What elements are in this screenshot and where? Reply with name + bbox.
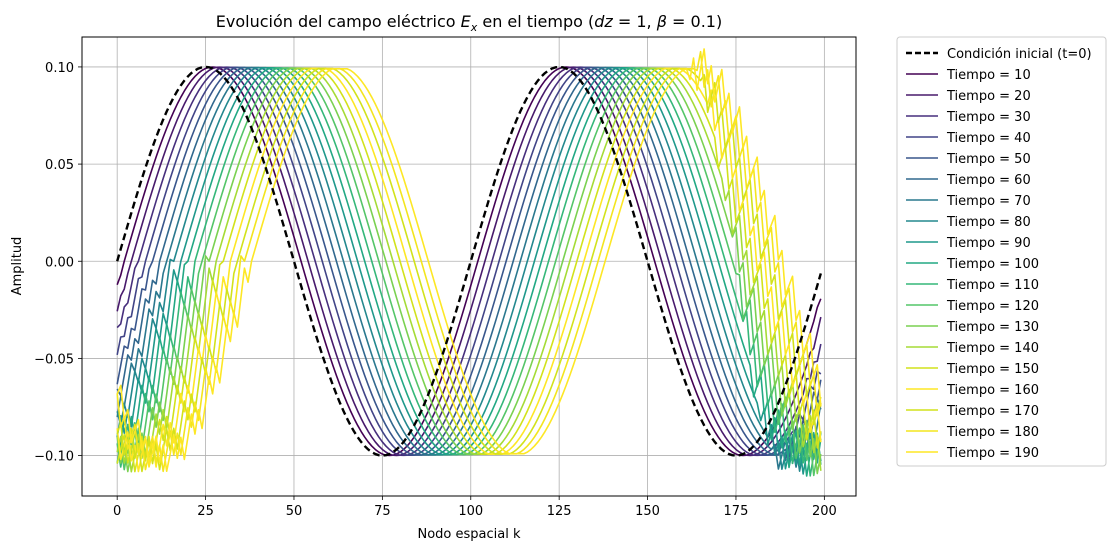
- series-line: [116, 67, 822, 475]
- x-tick-label: 25: [197, 504, 214, 519]
- legend-label: Tiempo = 190: [946, 446, 1039, 461]
- y-tick-label: 0.05: [45, 158, 74, 173]
- legend-label: Tiempo = 160: [946, 383, 1039, 398]
- legend-label: Tiempo = 40: [946, 131, 1031, 146]
- x-tick-label: 100: [458, 504, 483, 519]
- series-line: [116, 67, 822, 473]
- x-tick-label: 50: [286, 504, 303, 519]
- legend-label: Tiempo = 20: [946, 89, 1031, 104]
- series-line: [116, 66, 822, 456]
- legend-label: Tiempo = 70: [946, 194, 1031, 209]
- legend-label: Tiempo = 100: [946, 257, 1039, 272]
- x-axis-label: Nodo espacial k: [417, 527, 520, 542]
- legend-label: Tiempo = 120: [946, 299, 1039, 314]
- x-tick-label: 125: [547, 504, 572, 519]
- x-axis-ticks: 0 25 50 75 100 125 150 175 200: [113, 496, 837, 519]
- series-line: [116, 67, 822, 473]
- legend-label: Tiempo = 110: [946, 278, 1039, 293]
- y-tick-label: 0.10: [45, 61, 74, 76]
- y-tick-label: −0.10: [34, 450, 74, 465]
- legend-label: Tiempo = 90: [946, 236, 1031, 251]
- x-tick-label: 200: [812, 504, 837, 519]
- series-line: [116, 66, 822, 464]
- series-line: [116, 67, 822, 477]
- y-tick-label: −0.05: [34, 352, 74, 367]
- series-line: [116, 67, 822, 473]
- series-line: [116, 67, 822, 477]
- legend-label: Tiempo = 140: [946, 341, 1039, 356]
- legend-box: [896, 36, 1107, 467]
- legend-label: Tiempo = 170: [946, 404, 1039, 419]
- y-tick-label: 0.00: [45, 255, 74, 270]
- legend-label: Tiempo = 150: [946, 362, 1039, 377]
- plot-frame: [81, 36, 857, 497]
- legend-label: Tiempo = 50: [946, 152, 1031, 167]
- series-line: [116, 66, 822, 457]
- chart-title: Evolución del campo eléctrico Ex en el t…: [216, 12, 722, 34]
- series-line: [116, 66, 822, 470]
- legend-label: Condición inicial (t=0): [947, 47, 1092, 62]
- legend-label: Tiempo = 80: [946, 215, 1031, 230]
- series-lines: [116, 48, 822, 477]
- series-line: [116, 66, 822, 458]
- legend-items: Condición inicial (t=0) Tiempo = 10 Tiempo…: [906, 47, 1092, 461]
- legend-label: Tiempo = 10: [946, 68, 1031, 83]
- series-line: [116, 65, 822, 457]
- x-tick-label: 175: [724, 504, 749, 519]
- series-line: [116, 67, 822, 475]
- y-axis-label: Amplitud: [10, 237, 25, 296]
- legend-label: Tiempo = 180: [946, 425, 1039, 440]
- series-line: [116, 48, 822, 473]
- series-line: [116, 50, 822, 473]
- x-tick-label: 150: [635, 504, 660, 519]
- legend-label: Tiempo = 30: [946, 110, 1031, 125]
- y-axis-ticks: −0.10 −0.05 0.00 0.05 0.10: [34, 61, 82, 465]
- legend: Condición inicial (t=0) Tiempo = 10 Tiempo…: [896, 36, 1107, 467]
- legend-label: Tiempo = 130: [946, 320, 1039, 335]
- series-line: [116, 66, 822, 457]
- x-tick-label: 0: [113, 504, 121, 519]
- x-tick-label: 75: [374, 504, 391, 519]
- legend-label: Tiempo = 60: [946, 173, 1031, 188]
